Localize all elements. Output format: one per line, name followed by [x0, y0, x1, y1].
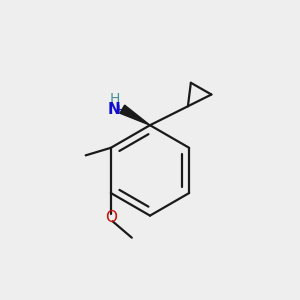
Text: H: H: [110, 92, 120, 106]
Text: O: O: [105, 210, 117, 225]
Text: H: H: [117, 104, 126, 117]
Polygon shape: [120, 105, 150, 125]
Text: N: N: [107, 102, 120, 117]
Text: 2: 2: [123, 108, 129, 118]
